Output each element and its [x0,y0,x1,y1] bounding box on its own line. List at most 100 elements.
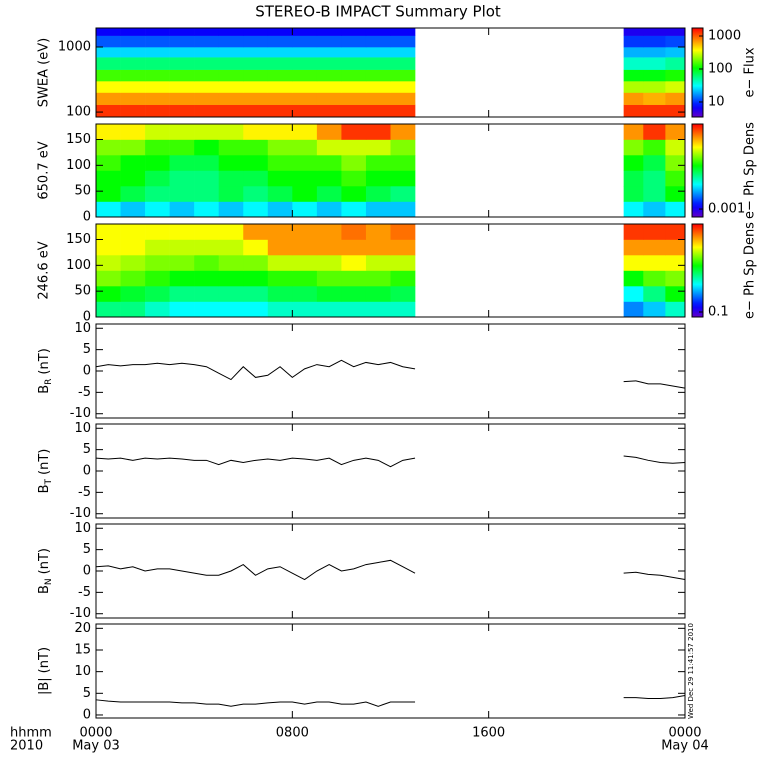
y-axis-label: |B| (nT) [37,647,52,695]
heatmap-cell [145,155,170,171]
heatmap-cell [120,301,146,318]
date-label: May 04 [661,739,709,754]
heatmap-cell [218,239,244,256]
heatmap-cell [316,28,342,36]
heatmap-cell [145,301,170,318]
heatmap-cell [365,201,391,218]
heatmap-cell [267,124,293,140]
heatmap-cell [96,186,121,202]
heatmap-cell [390,104,416,118]
heatmap-cell [643,124,666,140]
heatmap-cell [267,224,293,240]
y-axis-label: 246.6 eV [37,241,52,299]
heatmap-cell [243,104,269,118]
heatmap-cell [341,170,367,187]
y-tick-label: 50 [74,284,91,299]
heatmap-cell [218,224,244,240]
heatmap-cell [267,35,293,48]
heatmap-cell [169,255,195,271]
heatmap-cell [194,270,220,287]
y-label-symbol: B [37,385,52,394]
colorbar-tick-label: 10 [708,94,725,109]
heatmap-cell [169,81,195,93]
heatmap-cell [267,139,293,156]
heatmap-cell [169,239,195,256]
y-tick-label: 0 [83,707,91,722]
y-tick-label: 1000 [58,40,91,55]
x-tick-label: 0000 [79,726,112,741]
heatmap-cell [365,69,391,82]
heatmap-cell [292,255,318,271]
heatmap-cell [665,28,686,36]
heatmap-cell [341,47,367,58]
heatmap-cell [316,201,342,218]
heatmap-cell [390,201,416,218]
heatmap-cell [643,92,666,105]
heatmap-cell [120,92,146,105]
heatmap-cell [267,28,293,36]
heatmap-cell [194,201,220,218]
heatmap-cell [365,170,391,187]
heatmap-cell [665,170,686,187]
y-tick-label: 5 [83,686,91,701]
heatmap-cell [665,47,686,58]
y-tick-label: 5 [83,342,91,357]
heatmap-cell [292,81,318,93]
y-axis-label: BN (nT) [37,548,54,594]
heatmap-cell [390,170,416,187]
heatmap-cell [96,104,121,118]
heatmap-cell [243,201,269,218]
heatmap-cell [96,57,121,70]
heatmap-cell [341,201,367,218]
heatmap-cell [120,155,146,171]
heatmap-cell [243,47,269,58]
heatmap-cell [623,124,644,140]
heatmap-cell [169,224,195,240]
heatmap-cell [365,301,391,318]
heatmap-cell [341,286,367,302]
panel-frame [95,423,686,519]
heatmap-cell [665,270,686,287]
heatmap-cell [243,92,269,105]
heatmap-cell [390,47,416,58]
heatmap-cell [665,224,686,240]
heatmap-cell [169,155,195,171]
heatmap-cell [267,301,293,318]
y-tick-label: -5 [78,585,91,600]
heatmap-cell [390,69,416,82]
heatmap-cell [365,239,391,256]
heatmap-cell [316,301,342,318]
heatmap-cell [623,47,644,58]
heatmap-cell [243,69,269,82]
heatmap-cell [120,286,146,302]
panel-frame [95,123,686,218]
heatmap-cell [96,170,121,187]
heatmap-cell [623,286,644,302]
y-tick-label: -5 [78,385,91,400]
heatmap-cell [145,35,170,48]
heatmap-cell [643,28,666,36]
heatmap-cell [341,186,367,202]
colorbar-tick-label: 0.1 [708,305,729,320]
heatmap-cell [96,155,121,171]
colorbar-label: e− Flux [743,47,758,97]
heatmap-cell [243,139,269,156]
heatmap-cell [316,69,342,82]
heatmap-cell [96,28,121,36]
heatmap-cell [390,255,416,271]
heatmap-cell [623,270,644,287]
heatmap-cell [643,155,666,171]
heatmap-cell [96,286,121,302]
heatmap-cell [96,69,121,82]
heatmap-cell [243,81,269,93]
heatmap-cell [365,286,391,302]
heatmap-cell [643,57,666,70]
heatmap-cell [390,186,416,202]
heatmap-cell [120,255,146,271]
heatmap-cell [243,270,269,287]
heatmap-cell [120,139,146,156]
colorbar-frame [691,27,704,118]
heatmap-cell [218,81,244,93]
panel-frame [95,27,686,118]
y-tick-label: 150 [66,132,91,147]
